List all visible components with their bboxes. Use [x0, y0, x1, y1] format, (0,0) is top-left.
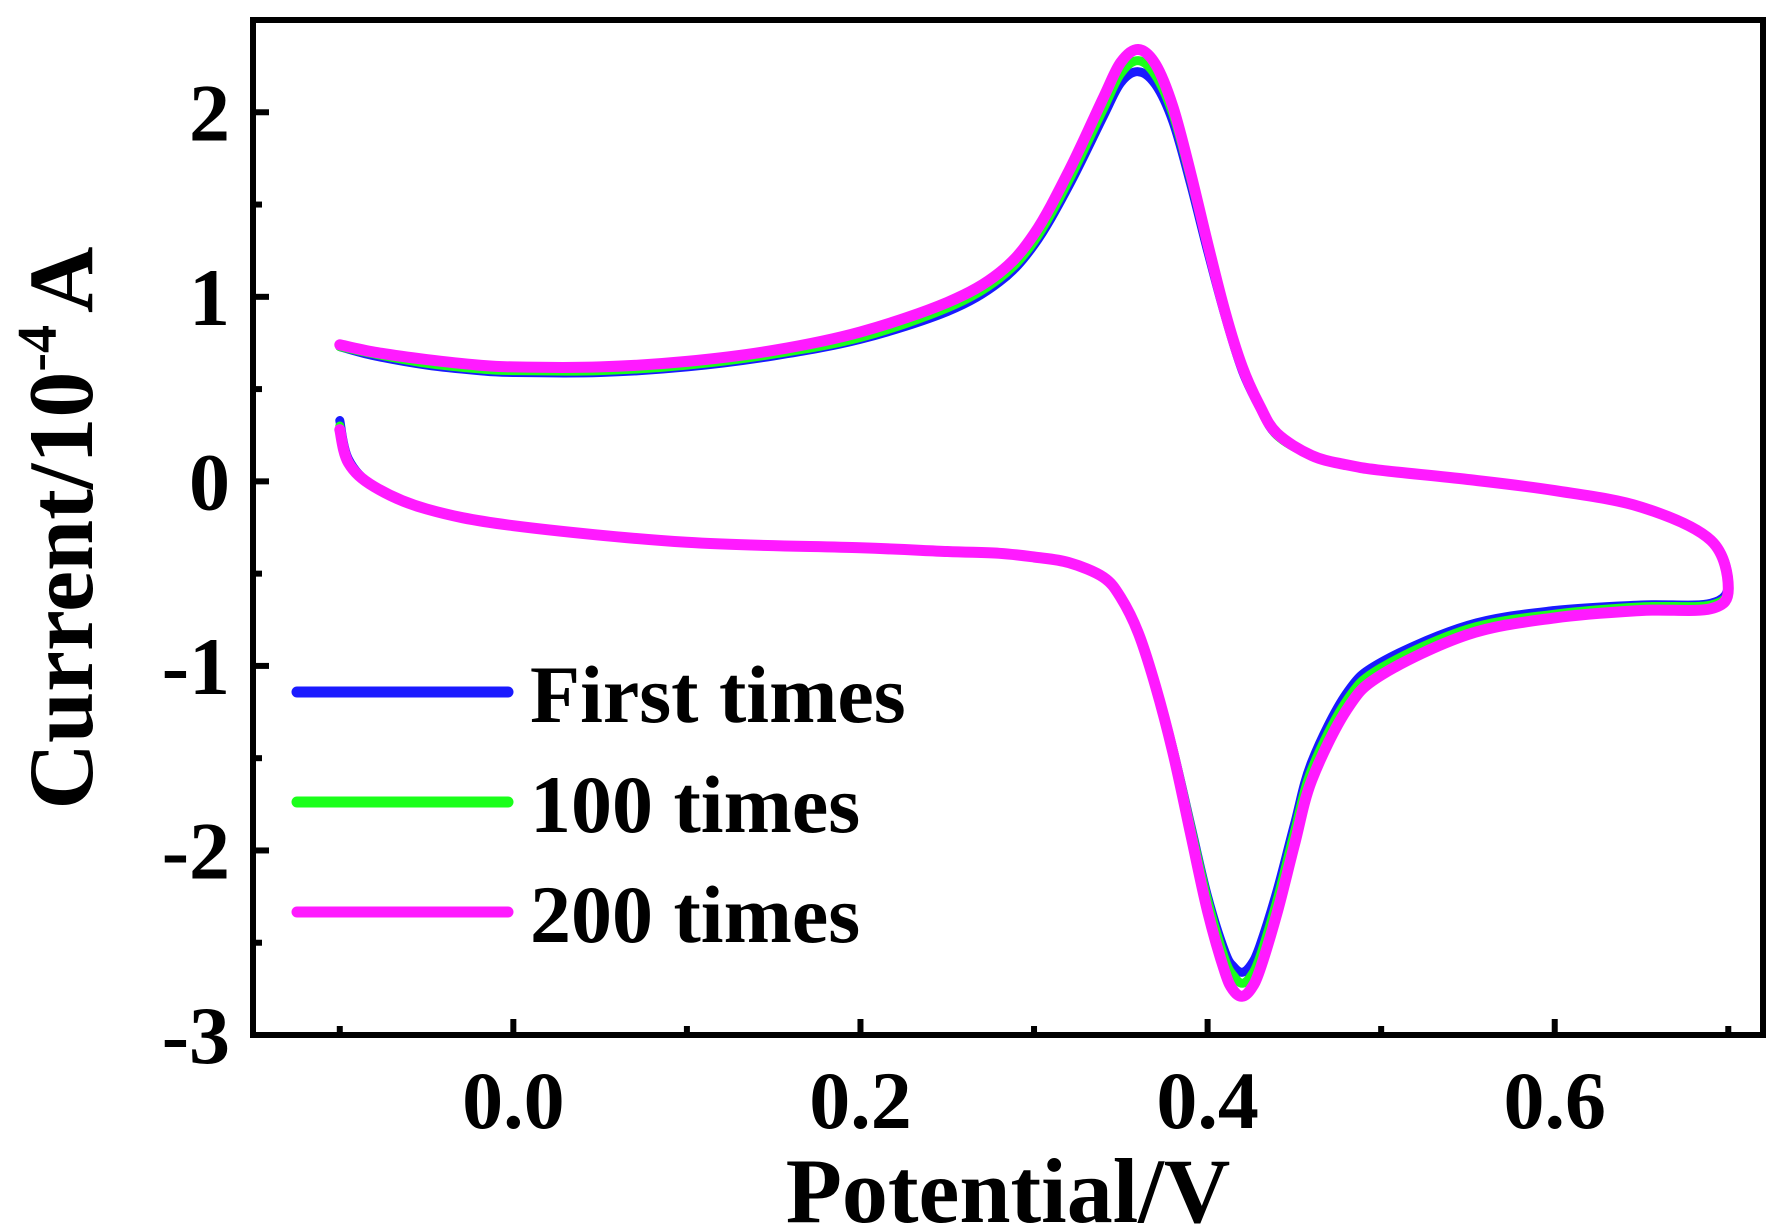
series-line-200-times	[334, 44, 1734, 1002]
y-axis-title-exponent: -4	[7, 325, 69, 372]
series-layer	[334, 44, 1734, 1002]
plot-frame	[250, 17, 1766, 1038]
y-tick-label-1: 1	[189, 252, 230, 343]
legend-label-100-times: 100 times	[530, 759, 860, 850]
legend: First times 100 times 200 times	[291, 649, 906, 960]
y-tick-label-3: -1	[162, 621, 230, 712]
x-axis-title: Potential/V	[786, 1140, 1231, 1232]
legend-label-first-times: First times	[530, 649, 906, 740]
x-tick-label-3: 0.6	[1503, 1055, 1606, 1146]
tick-layer	[253, 109, 1732, 1038]
y-axis-title-unit: A	[10, 247, 112, 313]
legend-label-200-times: 200 times	[530, 869, 860, 960]
y-axis-title-prefix: Current/10	[10, 372, 112, 810]
x-tick-label-0: 0.0	[462, 1055, 565, 1146]
y-tick-labels: 2 1 0 -1 -2 -3	[162, 67, 230, 1081]
x-tick-label-1: 0.2	[809, 1055, 912, 1146]
x-tick-labels: 0.0 0.2 0.4 0.6	[462, 1055, 1606, 1146]
x-tick-label-2: 0.4	[1156, 1055, 1259, 1146]
y-axis-title: Current/10-4 A	[7, 247, 112, 810]
y-tick-label-4: -2	[162, 805, 230, 896]
y-tick-label-0: 2	[189, 67, 230, 158]
y-tick-label-2: 0	[189, 436, 230, 527]
y-tick-label-5: -3	[162, 990, 230, 1081]
